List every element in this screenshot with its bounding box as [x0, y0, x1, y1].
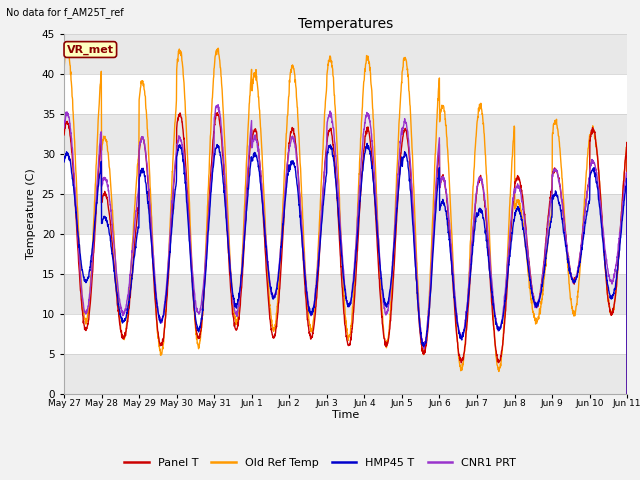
Panel T — [60, 132, 68, 138]
Legend: Panel T, Old Ref Temp, HMP45 T, CNR1 PRT: Panel T, Old Ref Temp, HMP45 T, CNR1 PRT — [120, 453, 520, 472]
Panel T — [218, 132, 225, 138]
HMP45 T — [60, 159, 68, 165]
Old Ref Temp — [574, 295, 582, 300]
Line: Panel T: Panel T — [64, 113, 627, 394]
HMP45 T — [509, 220, 517, 226]
HMP45 T — [589, 166, 597, 171]
CNR1 PRT — [574, 268, 582, 274]
Line: Old Ref Temp: Old Ref Temp — [64, 48, 627, 394]
Bar — [64, 73, 627, 114]
Panel T — [362, 129, 370, 134]
Old Ref Temp — [589, 128, 597, 133]
HMP45 T — [374, 243, 382, 249]
CNR1 PRT — [509, 198, 517, 204]
Old Ref Temp — [218, 74, 225, 80]
Old Ref Temp — [362, 60, 370, 66]
Panel T — [509, 196, 517, 202]
Line: CNR1 PRT: CNR1 PRT — [64, 105, 627, 394]
HMP45 T — [623, 391, 631, 396]
Bar — [64, 154, 627, 193]
Y-axis label: Temperature (C): Temperature (C) — [26, 168, 36, 259]
Panel T — [589, 128, 597, 133]
Bar — [64, 234, 627, 274]
Line: HMP45 T: HMP45 T — [64, 144, 627, 394]
Old Ref Temp — [63, 45, 70, 51]
Panel T — [623, 391, 631, 396]
Panel T — [574, 267, 582, 273]
Text: VR_met: VR_met — [67, 44, 114, 55]
Old Ref Temp — [374, 234, 382, 240]
HMP45 T — [364, 141, 371, 146]
Title: Temperatures: Temperatures — [298, 17, 393, 31]
CNR1 PRT — [362, 114, 370, 120]
Bar — [64, 313, 627, 354]
HMP45 T — [217, 156, 225, 161]
Old Ref Temp — [60, 64, 68, 70]
CNR1 PRT — [589, 157, 597, 163]
HMP45 T — [362, 144, 370, 150]
CNR1 PRT — [623, 391, 631, 396]
CNR1 PRT — [218, 125, 225, 131]
Text: No data for f_AM25T_ref: No data for f_AM25T_ref — [6, 7, 124, 18]
Old Ref Temp — [623, 391, 631, 396]
HMP45 T — [574, 270, 582, 276]
Old Ref Temp — [509, 137, 517, 143]
X-axis label: Time: Time — [332, 409, 359, 420]
CNR1 PRT — [214, 102, 222, 108]
CNR1 PRT — [374, 235, 382, 241]
Panel T — [374, 261, 382, 266]
CNR1 PRT — [60, 125, 68, 131]
Panel T — [214, 110, 221, 116]
